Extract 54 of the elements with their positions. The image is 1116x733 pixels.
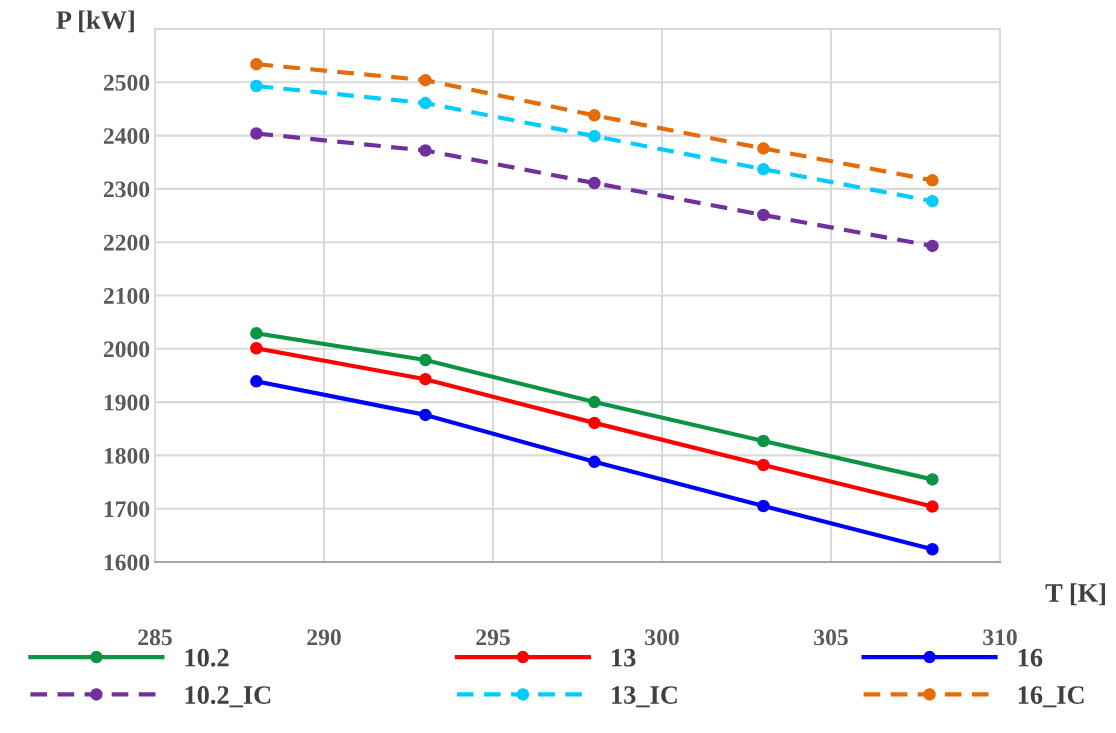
legend-label: 16 xyxy=(1018,648,1043,667)
point xyxy=(926,542,939,556)
x-tick-label: 305 xyxy=(814,629,848,646)
x-tick-label: 290 xyxy=(307,629,341,646)
y-tick-label: 2000 xyxy=(103,341,150,358)
y-tick-label: 2100 xyxy=(103,287,150,304)
point xyxy=(757,142,770,155)
point xyxy=(588,176,601,190)
point xyxy=(926,239,939,253)
point xyxy=(250,79,263,93)
point xyxy=(588,455,601,469)
y-tick-label: 2500 xyxy=(103,74,150,91)
y-tick-label: 1800 xyxy=(104,447,150,464)
point xyxy=(588,395,601,409)
point xyxy=(250,57,263,71)
point xyxy=(419,73,432,87)
legend-label: 16_IC xyxy=(1018,686,1084,708)
point xyxy=(757,458,770,472)
point xyxy=(757,499,770,513)
point xyxy=(757,208,770,222)
legend-label: 13_IC xyxy=(612,686,677,708)
y-tick-label: 2200 xyxy=(103,234,150,251)
point xyxy=(926,473,939,486)
x-axis-title: T [K] xyxy=(1045,583,1106,606)
point xyxy=(250,127,263,140)
y-tick-label: 1900 xyxy=(104,394,150,411)
point xyxy=(419,144,432,157)
y-tick-label: 1700 xyxy=(104,501,150,518)
point xyxy=(419,353,432,367)
point xyxy=(588,129,601,143)
legend-label: 13 xyxy=(612,648,636,667)
x-tick-label: 300 xyxy=(645,629,679,646)
point xyxy=(250,342,263,355)
y-axis-title: P [kW] xyxy=(56,10,134,33)
point xyxy=(926,194,939,208)
point xyxy=(588,109,601,122)
y-tick-label: 1600 xyxy=(104,554,150,571)
legend-label: 10.2_IC xyxy=(185,686,271,708)
x-tick-label: 295 xyxy=(476,629,510,646)
point xyxy=(588,416,601,430)
point xyxy=(926,174,939,187)
y-tick-label: 2300 xyxy=(103,181,150,198)
point xyxy=(926,500,939,513)
point xyxy=(757,434,770,448)
x-tick-label: 285 xyxy=(138,629,172,646)
point xyxy=(250,375,263,388)
point xyxy=(419,96,432,110)
y-tick-label: 2400 xyxy=(103,128,150,145)
point xyxy=(250,327,263,340)
legend-label: 10.2 xyxy=(185,648,229,667)
x-tick-label: 310 xyxy=(983,629,1017,646)
point xyxy=(419,408,432,422)
point xyxy=(757,162,770,176)
point xyxy=(419,372,432,386)
